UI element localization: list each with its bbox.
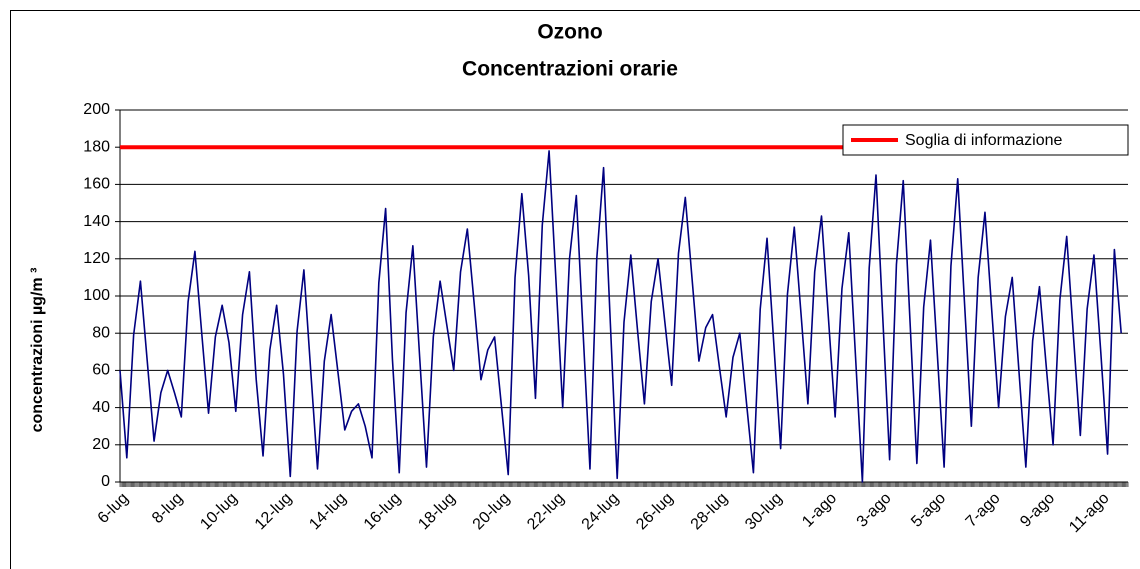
y-tick-label: 140 [83,213,110,230]
y-tick-label: 100 [83,287,110,304]
legend-label: Soglia di informazione [905,132,1063,149]
y-tick-label: 120 [83,250,110,267]
y-tick-label: 60 [92,362,110,379]
y-axis-title: concentrazioni µg/m ³ [29,268,46,433]
y-tick-label: 20 [92,436,110,453]
chart-subtitle: Concentrazioni orarie [462,58,678,81]
y-tick-label: 0 [101,473,110,490]
y-tick-label: 200 [83,101,110,118]
y-tick-label: 180 [83,138,110,155]
y-tick-label: 80 [92,324,110,341]
y-tick-label: 40 [92,399,110,416]
y-tick-label: 160 [83,176,110,193]
chart-title: Ozono [537,21,602,44]
data-line [119,150,1122,483]
